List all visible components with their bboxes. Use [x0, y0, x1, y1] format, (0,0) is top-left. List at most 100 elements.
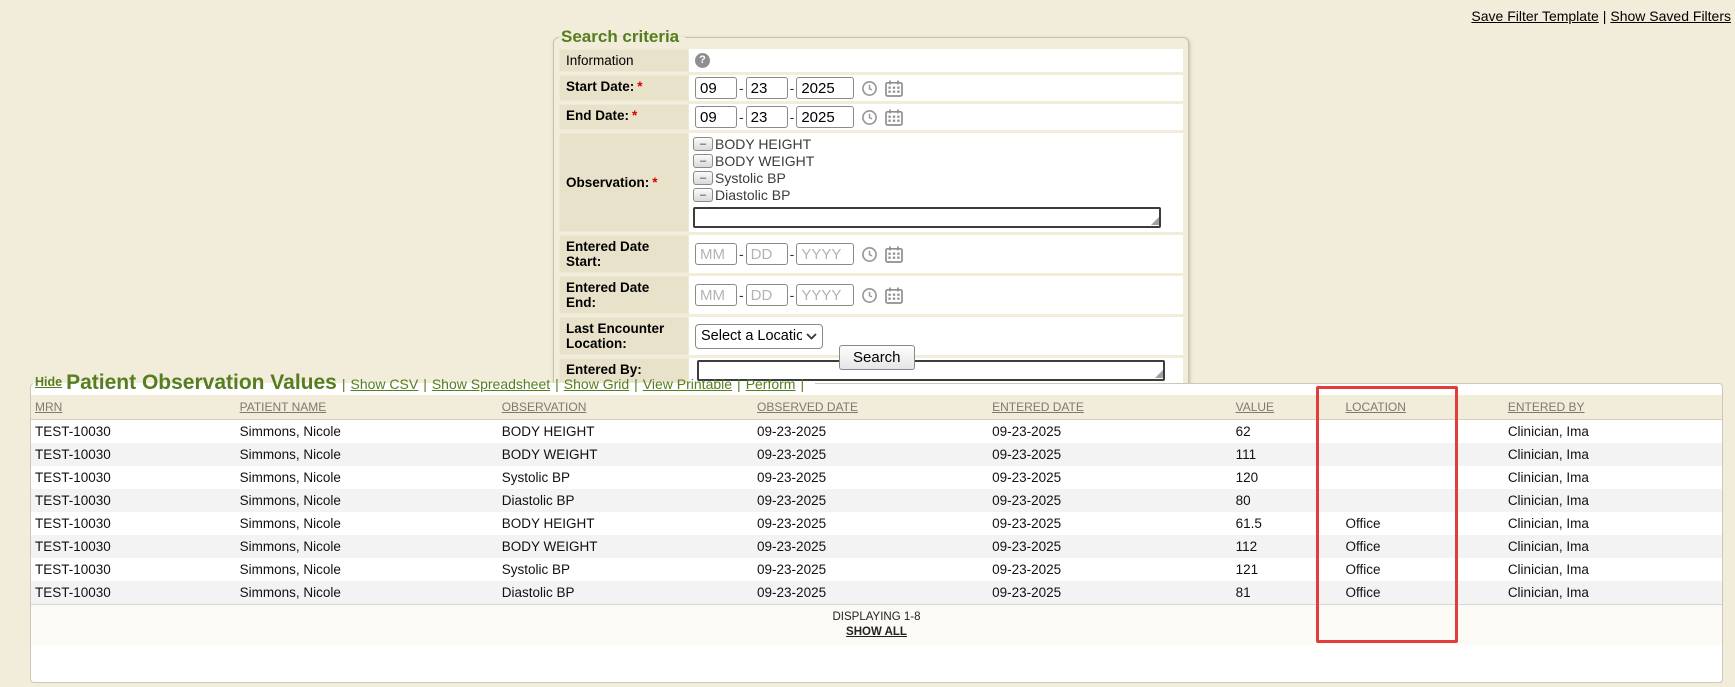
cell-value: 111 [1235, 447, 1257, 462]
observation-search-input[interactable] [693, 207, 1161, 228]
cell-observation: Systolic BP [501, 562, 570, 577]
cell-observation: BODY HEIGHT [501, 516, 595, 531]
entered-date-start-month-input[interactable] [695, 243, 737, 265]
column-header-mrn[interactable]: MRN [31, 395, 236, 420]
separator: | [1602, 8, 1607, 24]
table-header-row: MRN PATIENT NAME OBSERVATION OBSERVED DA… [31, 395, 1722, 420]
observation-item: – BODY WEIGHT [693, 153, 1181, 169]
entered-date-start-row: Entered Date Start: - - [559, 235, 1183, 273]
column-header-observed-date[interactable]: OBSERVED DATE [753, 395, 989, 420]
remove-observation-button[interactable]: – [693, 137, 713, 151]
remove-observation-button[interactable]: – [693, 188, 713, 202]
date-separator: - [739, 109, 744, 125]
column-header-location[interactable]: LOCATION [1341, 395, 1504, 420]
cell-value: 81 [1235, 585, 1251, 600]
cell-patient-name: Simmons, Nicole [239, 447, 341, 462]
observation-item: – BODY HEIGHT [693, 136, 1181, 152]
table-footer: DISPLAYING 1-8 SHOW ALL [31, 604, 1722, 645]
perform-link[interactable]: Perform [745, 376, 796, 392]
date-separator: - [739, 80, 744, 96]
clock-icon[interactable] [861, 109, 878, 126]
cell-observed-date: 09-23-2025 [757, 516, 827, 531]
calendar-icon[interactable] [885, 109, 904, 126]
calendar-icon[interactable] [885, 80, 904, 97]
start-date-month-input[interactable] [695, 77, 737, 99]
required-asterisk: * [637, 79, 643, 94]
table-row: TEST-10030 Simmons, Nicole Diastolic BP … [31, 489, 1722, 512]
save-filter-template-link[interactable]: Save Filter Template [1471, 8, 1599, 24]
patient-observation-values-section: Hide Patient Observation Values | Show CSV |… [30, 371, 1723, 683]
clock-icon[interactable] [861, 287, 878, 304]
clock-icon[interactable] [861, 80, 878, 97]
cell-observed-date: 09-23-2025 [757, 585, 827, 600]
separator: | [555, 376, 559, 392]
entered-date-end-day-input[interactable] [745, 284, 788, 306]
cell-entered-date: 09-23-2025 [992, 424, 1062, 439]
column-header-value[interactable]: VALUE [1231, 395, 1342, 420]
cell-patient-name: Simmons, Nicole [239, 585, 341, 600]
column-header-patient-name[interactable]: PATIENT NAME [235, 395, 498, 420]
cell-value: 121 [1235, 562, 1259, 577]
cell-entered-date: 09-23-2025 [992, 470, 1062, 485]
end-date-year-input[interactable] [796, 106, 855, 128]
end-date-day-input[interactable] [745, 106, 788, 128]
results-legend: Hide Patient Observation Values | Show CSV |… [33, 371, 815, 395]
column-header-entered-date[interactable]: ENTERED DATE [988, 395, 1232, 420]
separator: | [634, 376, 638, 392]
entered-date-start-year-input[interactable] [796, 243, 855, 265]
end-date-month-input[interactable] [695, 106, 737, 128]
entered-date-end-year-input[interactable] [796, 284, 855, 306]
column-header-entered-by[interactable]: ENTERED BY [1503, 395, 1722, 420]
date-separator: - [789, 80, 795, 96]
entered-date-end-row: Entered Date End: - - [559, 276, 1183, 314]
cell-patient-name: Simmons, Nicole [239, 516, 341, 531]
table-row: TEST-10030 Simmons, Nicole BODY WEIGHT 0… [31, 535, 1722, 558]
entered-date-end-month-input[interactable] [695, 284, 737, 306]
table-row: TEST-10030 Simmons, Nicole Systolic BP 0… [31, 466, 1722, 489]
search-button[interactable]: Search [839, 345, 915, 370]
remove-observation-button[interactable]: – [693, 171, 713, 185]
separator: | [341, 376, 346, 392]
cell-entered-by: Clinician, Ima [1507, 447, 1589, 462]
show-spreadsheet-link[interactable]: Show Spreadsheet [431, 376, 551, 392]
table-row: TEST-10030 Simmons, Nicole BODY HEIGHT 0… [31, 512, 1722, 535]
calendar-icon[interactable] [885, 287, 904, 304]
date-separator: - [789, 287, 795, 303]
last-encounter-location-row: Last Encounter Location: Select a Locati… [559, 317, 1183, 355]
show-csv-link[interactable]: Show CSV [350, 376, 419, 392]
cell-value: 80 [1235, 493, 1251, 508]
entered-date-start-day-input[interactable] [745, 243, 788, 265]
observation-item: – Diastolic BP [693, 187, 1181, 203]
cell-observation: Systolic BP [501, 470, 570, 485]
search-criteria-form: Search criteria Information ? Start Date… [553, 27, 1189, 389]
remove-observation-button[interactable]: – [693, 154, 713, 168]
separator: | [800, 376, 805, 392]
show-saved-filters-link[interactable]: Show Saved Filters [1610, 8, 1731, 24]
cell-patient-name: Simmons, Nicole [239, 562, 341, 577]
help-icon[interactable]: ? [695, 53, 710, 68]
cell-entered-by: Clinician, Ima [1507, 470, 1589, 485]
calendar-icon[interactable] [885, 246, 904, 263]
show-all-link[interactable]: SHOW ALL [846, 626, 907, 638]
results-title: Patient Observation Values [66, 371, 337, 394]
table-row: TEST-10030 Simmons, Nicole Diastolic BP … [31, 581, 1722, 604]
start-date-day-input[interactable] [745, 77, 788, 99]
hide-link[interactable]: Hide [35, 375, 63, 389]
last-encounter-location-label: Last Encounter Location: [559, 317, 689, 355]
location-select[interactable]: Select a Location [695, 323, 823, 349]
cell-location: Office [1345, 516, 1381, 531]
entered-date-start-label: Entered Date Start: [559, 235, 689, 273]
view-printable-link[interactable]: View Printable [642, 376, 733, 392]
cell-entered-date: 09-23-2025 [992, 447, 1062, 462]
separator: | [423, 376, 427, 392]
date-separator: - [789, 246, 795, 262]
entered-date-end-label: Entered Date End: [559, 276, 689, 314]
observation-item-label: BODY HEIGHT [715, 136, 812, 152]
start-date-year-input[interactable] [796, 77, 855, 99]
cell-entered-date: 09-23-2025 [992, 493, 1062, 508]
information-label: Information [559, 49, 689, 72]
clock-icon[interactable] [861, 246, 878, 263]
column-header-observation[interactable]: OBSERVATION [497, 395, 754, 420]
show-grid-link[interactable]: Show Grid [563, 376, 630, 392]
